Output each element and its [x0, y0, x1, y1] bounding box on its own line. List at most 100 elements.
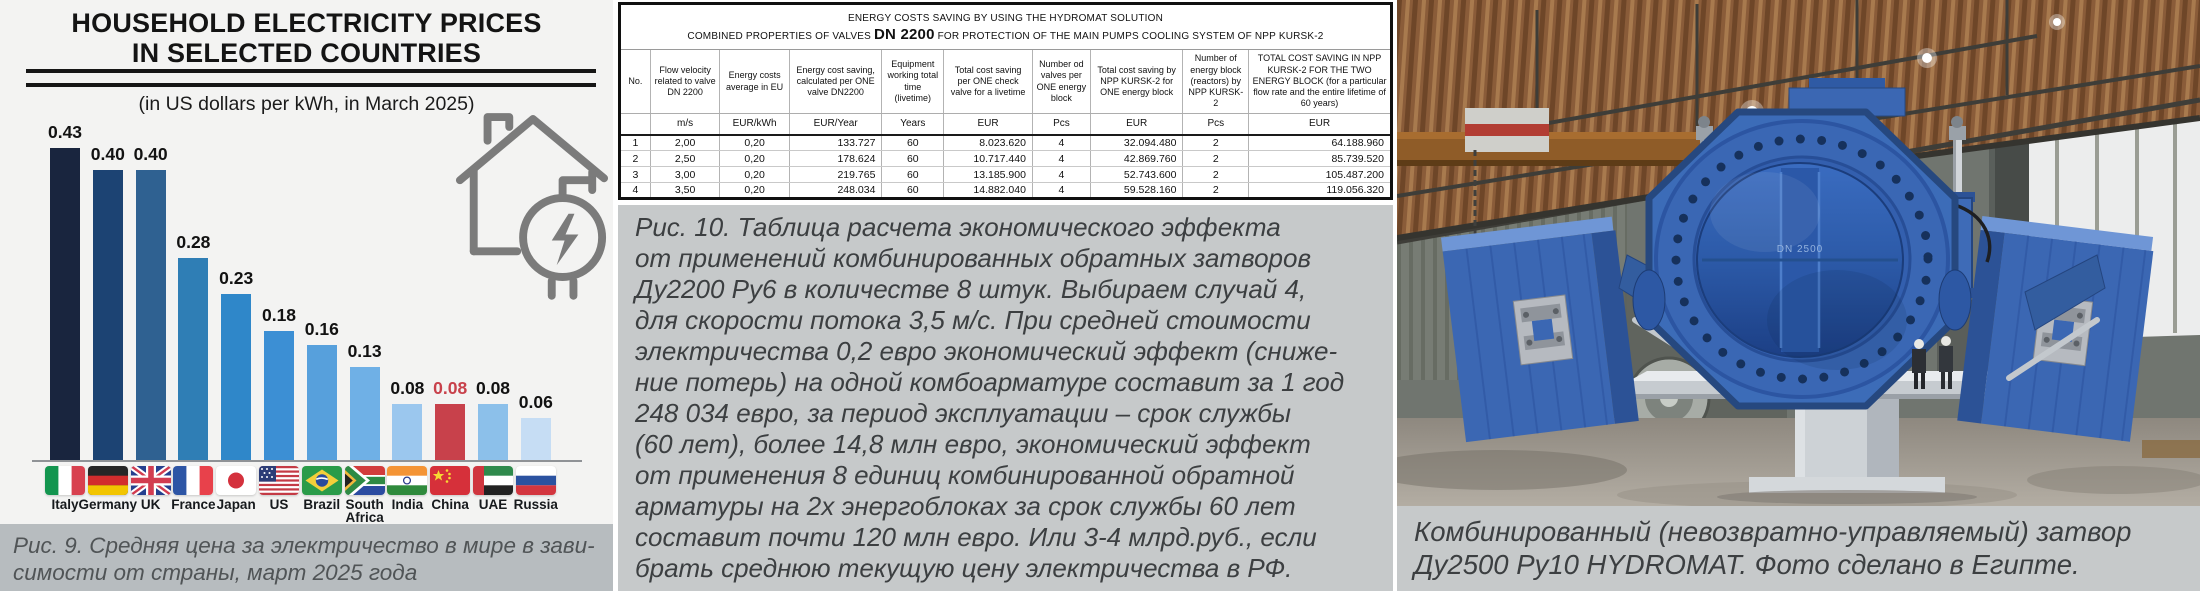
- country-label-india: India: [391, 497, 424, 512]
- worker-helmet-icon: [1914, 339, 1924, 349]
- table-data-cell: 2,50: [649, 150, 720, 167]
- butterfly-valve: DN 2500: [1632, 78, 1972, 410]
- table-data-cell: 2: [619, 150, 651, 167]
- photo-caption: Комбинированный (невозвратно-управляемый…: [1397, 506, 2200, 591]
- table-header-cell: Energy cost saving, calculated per ONE v…: [788, 49, 882, 114]
- title-double-rule: [26, 69, 596, 87]
- country-label-south-africa: South Africa: [345, 497, 384, 525]
- table-data-cell: 2: [1182, 166, 1249, 183]
- table-data-cell: 32.094.480: [1089, 134, 1183, 151]
- bar-japan: [221, 294, 252, 462]
- table-data-cell: 0,20: [719, 166, 790, 183]
- bar-italy: [50, 148, 80, 462]
- table-title-line2: COMBINED PROPERTIES OF VALVES DN 2200 FO…: [687, 26, 1324, 43]
- valve-trunnion-left: [1632, 269, 1666, 331]
- table-data-cell: 133.727: [788, 134, 882, 151]
- flange-bolt-holes: [1671, 134, 1933, 384]
- bar-value-label-germany: 0.40: [90, 144, 125, 164]
- table-data-cell: 3,50: [649, 182, 720, 199]
- table-header-cell: Number of energy block (reactors) by NPP…: [1182, 49, 1249, 114]
- flag-uae-icon: [473, 466, 513, 495]
- bar-russia: [520, 418, 551, 462]
- flag-uk-icon: [130, 466, 171, 495]
- table-data-cell: 4: [619, 182, 651, 199]
- workers: [1912, 336, 1953, 389]
- figure-10-caption: Рис. 10. Таблица расчета экономического …: [618, 205, 1393, 591]
- flag-italy-icon: [45, 466, 85, 495]
- table-data-cell: 13.185.900: [943, 166, 1033, 183]
- table-data-cell: 3,00: [649, 166, 720, 183]
- table-data-cell: 0,20: [719, 150, 790, 167]
- flag-south-africa-icon: [344, 466, 385, 495]
- chart-column-india: 0.08 India: [380, 0, 434, 591]
- table-data-cell: 178.624: [788, 150, 882, 167]
- table-data-cell: 64.188.960: [1248, 134, 1392, 151]
- table-header-cell: Number od valves per ONE energy block: [1031, 49, 1091, 114]
- table-header-cell: TOTAL COST SAVING IN NPP KURSK-2 FOR THE…: [1248, 49, 1392, 114]
- chart-column-uk: 0.40 UK: [124, 0, 178, 591]
- flag-brazil-icon: [301, 466, 342, 495]
- country-label-uk: UK: [140, 497, 161, 512]
- table-row: 2 2,50 0,20 178.624 60 10.717.440 4 42.869.760 2…: [619, 150, 1392, 167]
- table-data-cell: 14.882.040: [943, 182, 1033, 199]
- table-data-cell: 2: [1182, 150, 1249, 167]
- bar-france: [178, 258, 209, 462]
- table-data-cell: 2,00: [649, 134, 720, 151]
- table-row: 3 3,00 0,20 219.765 60 13.185.900 4 52.743.600 2…: [619, 166, 1392, 183]
- bar-value-label-russia: 0.06: [518, 392, 553, 412]
- chart-column-south-africa: 0.13 South Africa: [338, 0, 392, 591]
- table-unit-cell: EUR: [1089, 113, 1183, 136]
- valve-photo-panel: DN 2500 Комбинированный (невозвратно-упр…: [1397, 0, 2200, 591]
- table-data-cell: 59.528.160: [1089, 182, 1183, 199]
- flag-germany-icon: [87, 466, 128, 495]
- table-data-cell: 60: [881, 150, 944, 167]
- country-label-uae: UAE: [478, 497, 508, 512]
- table-unit-cell: Years: [881, 113, 944, 136]
- worker-helmet-icon: [1941, 336, 1951, 346]
- bar-uae: [478, 404, 508, 462]
- figure-9-caption: Рис. 9. Средняя цена за электричество в …: [0, 524, 613, 591]
- table-data-cell: 10.717.440: [943, 150, 1033, 167]
- bar-value-label-italy: 0.43: [47, 122, 83, 142]
- bar-brazil: [306, 345, 337, 462]
- chart-column-italy: 0.43 Italy: [38, 0, 92, 591]
- bar-chart: 0.43 Italy 0.40 Germany 0.40 UK 0.28 France 0.23…: [0, 0, 613, 591]
- table-data-cell: 4: [1031, 134, 1091, 151]
- table-data-cell: 85.739.520: [1248, 150, 1392, 167]
- chart-title: HOUSEHOLD ELECTRICITY PRICES IN SELECTED…: [71, 8, 542, 69]
- chart-subtitle: (in US dollars per kWh, in March 2025): [138, 93, 475, 115]
- table-and-caption-panel: ENERGY COSTS SAVING BY USING THE HYDROMA…: [618, 0, 1393, 591]
- factory-photo: DN 2500: [1397, 0, 2200, 506]
- table-data-cell: 1: [619, 134, 651, 151]
- table-header-cell: Energy costs average in EU: [719, 49, 790, 114]
- chart-column-us: 0.18 US: [252, 0, 306, 591]
- table-title: ENERGY COSTS SAVING BY USING THE HYDROMA…: [619, 3, 1392, 50]
- chart-column-germany: 0.40 Germany: [79, 0, 138, 591]
- bar-value-label-uk: 0.40: [133, 144, 168, 164]
- country-label-russia: Russia: [513, 497, 558, 512]
- flag-japan-icon: [216, 466, 257, 495]
- table-unit-cell: [619, 113, 651, 136]
- table-data-cell: 2: [1182, 134, 1249, 151]
- table-data-cell: 248.034: [788, 182, 882, 199]
- table-header-cell: No.: [619, 49, 651, 114]
- electricity-prices-chart-panel: HOUSEHOLD ELECTRICITY PRICES IN SELECTED…: [0, 0, 613, 591]
- bar-uk: [135, 170, 166, 462]
- house-plug-icon: [455, 113, 609, 300]
- table-unit-cell: m/s: [649, 113, 720, 136]
- table-unit-cell: Pcs: [1031, 113, 1091, 136]
- table-data-cell: 4: [1031, 182, 1091, 199]
- energy-savings-table: ENERGY COSTS SAVING BY USING THE HYDROMA…: [618, 2, 1393, 200]
- country-label-china: China: [431, 497, 469, 512]
- table-data-cell: 52.743.600: [1089, 166, 1183, 183]
- bar-value-label-brazil: 0.16: [304, 319, 339, 339]
- energy-savings-table-wrap: ENERGY COSTS SAVING BY USING THE HYDROMA…: [618, 2, 1393, 200]
- country-label-us: US: [269, 497, 289, 512]
- bar-germany: [92, 170, 123, 462]
- bar-value-label-china: 0.08: [433, 378, 468, 398]
- counterweight-left: [1440, 216, 1639, 443]
- lightning-bolt-icon: [551, 213, 579, 266]
- bar-value-label-us: 0.18: [261, 305, 297, 325]
- flag-russia-icon: [515, 466, 556, 495]
- table-data-cell: 4: [1031, 150, 1091, 167]
